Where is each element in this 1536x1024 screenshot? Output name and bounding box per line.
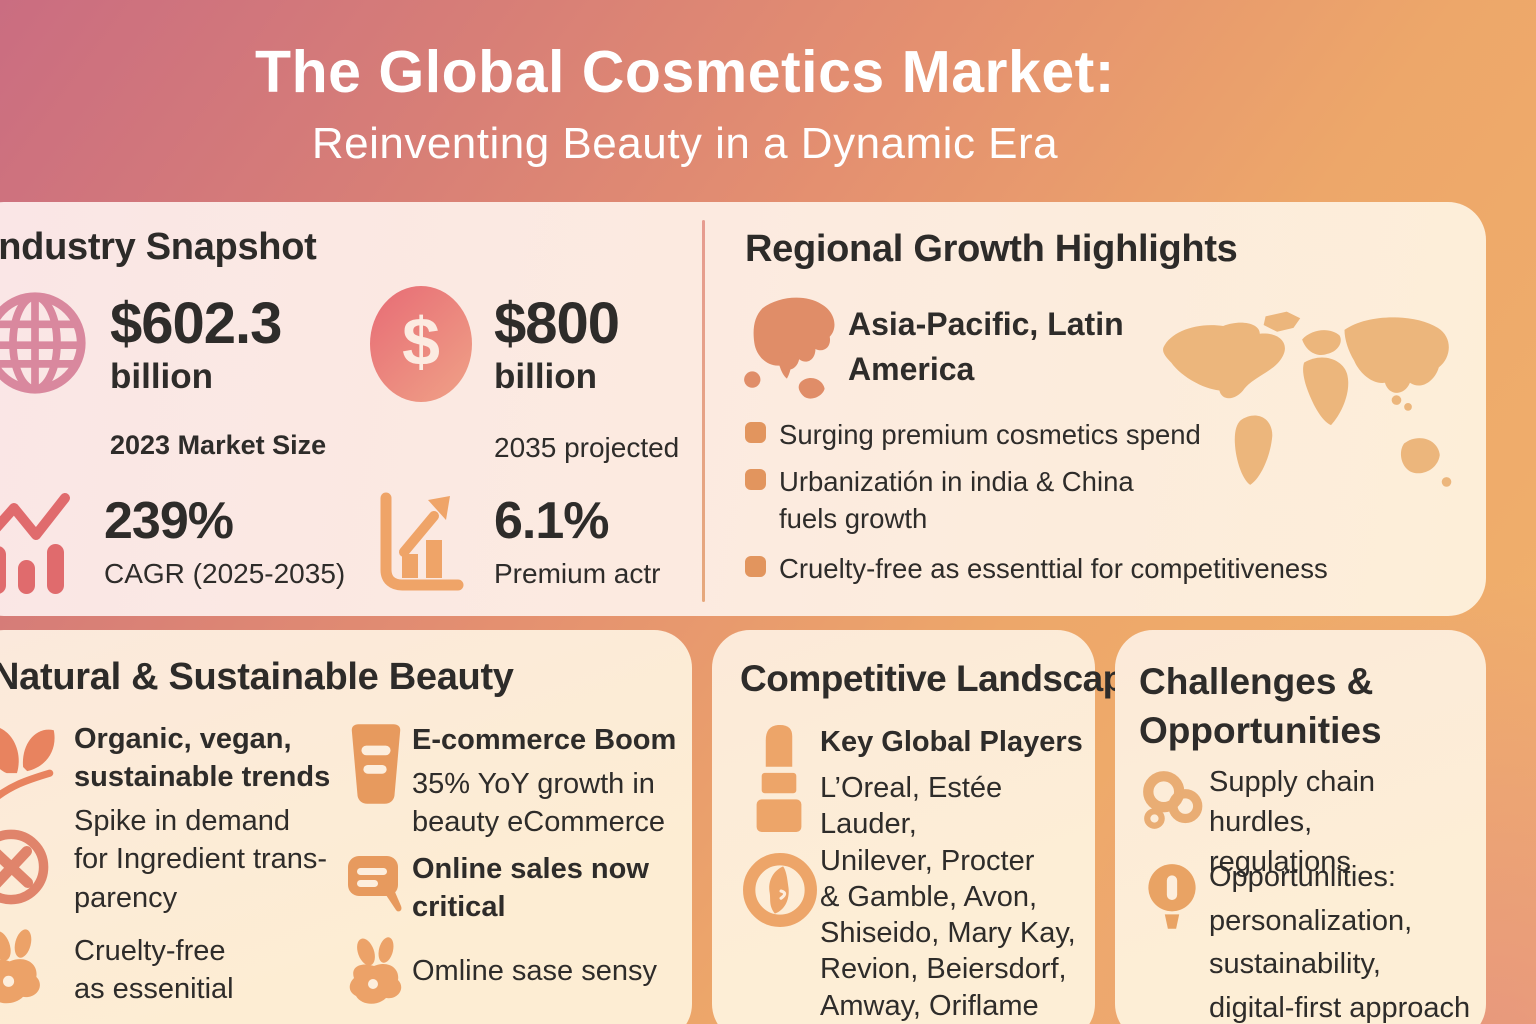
item-line: Cruelty-free [74,935,226,967]
vertical-divider [702,220,705,602]
no-cross-icon [0,826,52,908]
stat-unit: billion [110,357,214,397]
stat-2035: $800 billion [494,291,620,397]
stat-caption: CAGR (2025-2035) [104,558,346,589]
trend-chart-icon [0,488,92,594]
leaf-icon [0,720,62,810]
stat-value: $602.3 [110,291,282,356]
asia-pacific-map-icon [742,294,840,402]
list-item: Opportuniities: personalization, sustain… [1209,856,1470,1024]
stat-caption: 2035 projected [494,432,680,463]
bullet-square-icon [745,469,766,490]
challenges-panel: Challenges & Opportunities Supply chain … [1115,630,1486,1024]
bar-chart-icon [376,488,464,594]
list-item: Cruelty-free as essenitial [74,932,234,1009]
stat-premium: 6.1% [494,492,610,550]
header: The Global Cosmetics Market: Reinventing… [0,0,1370,169]
bullet-square-icon [745,556,766,577]
page-title: The Global Cosmetics Market: [255,39,1115,105]
natural-heading: Natural & Sustainable Beauty [0,656,514,698]
page-subtitle: Reinventing Beauty in a Dynamic Era [311,118,1059,168]
face-badge-icon [742,852,818,928]
item-line: digital-first approach [1209,991,1471,1024]
list-item: Omline sase sensy [412,952,657,990]
players-line: L’Oreal, Estée Lauder, [820,772,1003,841]
item-line: personalization, [1209,904,1413,937]
region-label-line: America [848,351,975,388]
item-line: Omline sase sensy [412,955,657,987]
world-map [1152,304,1460,502]
dollar-icon: $ [370,286,472,402]
competitive-panel: Competitive Landscape Key Global Players… [712,630,1145,1024]
item-line: critical [412,891,506,924]
regional-heading: Regional Growth Highlights [745,228,1238,270]
item-line: Organic, vegan, [74,723,292,755]
players-list: L’Oreal, Estée Lauder, Unilever, Procter… [820,770,1095,1024]
key-players-subheading: Key Global Players [820,726,1083,758]
item-line: sustainability, [1209,948,1381,980]
players-line: & Gamble, Avon, [820,880,1038,913]
item-line: for Ingredient trans- [74,843,328,876]
industry-snapshot-heading: Industry Snapshot [0,226,317,268]
lightbulb-icon [1141,860,1203,936]
stat-value: $800 [494,291,620,356]
stat-caption: 2023 Market Size [110,430,327,460]
item-line: as essenitial [74,973,234,1006]
region-label: Asia-Pacific, Latin America [848,302,1124,393]
list-item: Online sales now critical [412,850,649,927]
item-line: sustainable trends [74,761,331,794]
stat-unit: billion [494,357,598,397]
regional-bullet: Urbanizatión in india & China fuels grow… [745,463,1134,537]
item-line: beauty eCommerce [412,806,666,839]
stat-cagr: 239% [104,492,234,550]
item-line: Supply chain hurdles, [1209,766,1376,839]
item-line: Spike in demand [74,805,291,837]
players-line: Shiseido, Mary Kay, [820,917,1076,949]
item-line: 35% YoY growth in [412,768,655,800]
stat-caption: Premium actr [494,558,661,589]
competitive-heading: Competitive Landscape [740,658,1145,699]
players-line: Amway, Oriflame [820,989,1039,1022]
item-line: Opportuniities: [1209,861,1396,893]
chat-icon [342,848,408,914]
regional-bullet: Surging premium cosmetics spend [745,416,1201,453]
globe-icon [0,288,90,398]
natural-beauty-panel: Natural & Sustainable Beauty Organic, ve… [0,630,692,1024]
stat-2023: $602.3 billion [110,291,282,397]
item-line: regulations [1209,846,1351,879]
bunny-icon [0,928,52,1008]
challenges-heading: Challenges & Opportunities [1139,658,1382,756]
bullet-square-icon [745,422,766,443]
bunny-icon [342,936,412,1008]
item-line: Online sales now [412,853,649,885]
bullet-line: Surging premium cosmetics spend [779,419,1201,450]
heading-line: Opportunities [1139,709,1382,751]
item-title: E-commerce Boom [412,724,677,756]
region-label-line: Asia-Pacific, Latin [848,306,1124,342]
list-item: Supply chain hurdles, regulations [1209,762,1486,882]
heading-line: Challenges & [1139,661,1374,702]
top-panel: Industry Snapshot $602.3 billion 2023 Ma… [0,202,1486,616]
bullet-line: fuels growth [779,503,928,535]
bullet-line: Urbanizatión in india & China [779,466,1134,497]
regional-bullet: Cruelty-free as essenttial for competiti… [745,550,1328,587]
bullet-line: Cruelty-free as essenttial for competiti… [779,553,1328,584]
shopping-bag-icon [344,722,408,806]
list-item: Spike in demand for Ingredient trans- pa… [74,802,327,917]
lipstick-icon [754,722,804,834]
list-item: Organic, vegan, sustainable trends [74,720,330,797]
players-line: Unilever, Procter [820,844,1035,877]
item-line: parency [74,881,178,914]
list-item: E-commerce Boom 35% YoY growth in beauty… [412,724,676,842]
chain-icon [1139,768,1207,834]
players-line: Revion, Beiersdorf, [820,953,1067,986]
